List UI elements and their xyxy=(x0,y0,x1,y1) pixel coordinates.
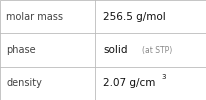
Text: solid: solid xyxy=(103,45,128,55)
Text: molar mass: molar mass xyxy=(6,12,63,22)
Text: 3: 3 xyxy=(162,74,166,80)
Text: 256.5 g/mol: 256.5 g/mol xyxy=(103,12,166,22)
Text: density: density xyxy=(6,78,42,88)
Text: (at STP): (at STP) xyxy=(142,46,172,54)
Text: 2.07 g/cm: 2.07 g/cm xyxy=(103,78,155,88)
Text: phase: phase xyxy=(6,45,36,55)
